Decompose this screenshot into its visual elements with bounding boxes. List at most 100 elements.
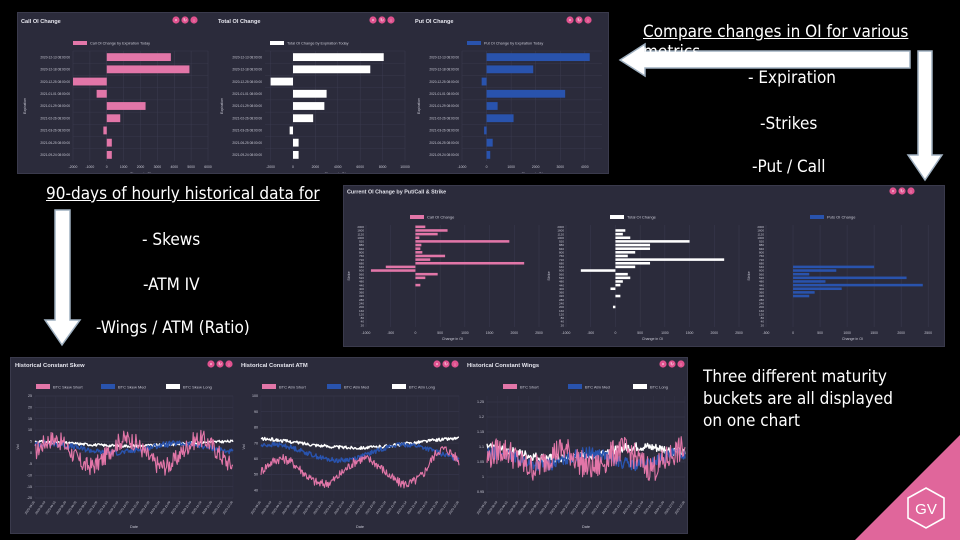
y-tick-label: 2021-06-25 08:00:00: [40, 141, 70, 145]
hist-1-tool-2-icon[interactable]: [451, 360, 459, 368]
y-tick-label: 2021-09-24 08:00:00: [429, 153, 459, 157]
legend-swatch: [633, 384, 647, 389]
y-tick-label: 40: [361, 320, 365, 324]
bar: [415, 283, 421, 287]
y-tick-label: 2021-01-01 08:00:00: [40, 92, 70, 96]
x-axis-label: Change in OI: [842, 337, 863, 341]
y-tick-label: 360: [559, 291, 564, 295]
hist-1-tool-1-icon[interactable]: [442, 360, 450, 368]
bar: [610, 287, 616, 291]
bar: [73, 77, 107, 86]
y-tick-label: 400: [559, 287, 564, 291]
strike-panel: Current OI Change by Put/Call & Strike ⌕ ↻…: [343, 185, 945, 347]
legend-label: BTC Atm Med: [344, 385, 369, 390]
oi-2-tool-2-icon[interactable]: [584, 16, 592, 24]
hist-2-tool-2-icon[interactable]: [677, 360, 685, 368]
bar: [415, 225, 426, 229]
y-axis-label: Vol: [242, 444, 246, 449]
chart-title: Historical Constant ATM: [241, 363, 308, 369]
y-tick-label: 2021-01-29 08:00:00: [429, 104, 459, 108]
oi-chart-0: Call OI Change ⌕ ↻ ↓ Call OI Change by Expir…: [21, 16, 212, 173]
oi-0-tool-0-icon[interactable]: [172, 16, 180, 24]
oi-0-tool-2-icon[interactable]: [190, 16, 198, 24]
x-tick-label: 2000: [532, 165, 540, 169]
y-tick-label: 240: [559, 302, 564, 306]
y-tick-label: 560: [759, 272, 764, 276]
oi-1-tool-2-icon[interactable]: [387, 16, 395, 24]
y-axis-label: Vol: [16, 444, 20, 449]
bar: [486, 53, 590, 62]
y-tick-label: 2021-01-01 08:00:00: [429, 92, 459, 96]
x-tick-label: 4000: [581, 165, 589, 169]
oi-0-tool-1-icon[interactable]: [181, 16, 189, 24]
y-tick-label: 2020-12-13 08:00:00: [40, 55, 70, 59]
y-tick-label: 2021-01-01 08:00:00: [232, 92, 262, 96]
y-tick-label: 440: [759, 283, 764, 287]
x-tick-label: 0: [106, 165, 108, 169]
y-tick-label: 80: [254, 426, 258, 430]
hist-1-tool-0-icon[interactable]: [433, 360, 441, 368]
y-tick-label: 680: [759, 261, 764, 265]
hist-1-tool-glyph: ↻: [444, 362, 448, 367]
oi-2-tool-1-icon[interactable]: [575, 16, 583, 24]
y-tick-label: 400: [359, 287, 364, 291]
x-tick-label: -500: [387, 331, 394, 335]
x-tick-label: -500: [587, 331, 594, 335]
y-tick-label: 0.95: [477, 490, 484, 494]
y-tick-label: 760: [359, 254, 364, 258]
y-tick-label: 760: [559, 254, 564, 258]
bar: [615, 243, 651, 247]
y-tick-label: 2021-06-25 08:00:00: [232, 141, 262, 145]
y-tick-label: 80: [561, 316, 565, 320]
y-tick-label: 50: [254, 473, 258, 477]
legend-swatch: [810, 215, 824, 219]
hist-2-tool-1-icon[interactable]: [668, 360, 676, 368]
strike-tool-glyph: ↓: [910, 189, 912, 194]
y-tick-label: 800: [559, 251, 564, 255]
strike-chart-2: Puts OI Change -500 0 500 1000 1500 2000 2500 Ch…: [747, 215, 932, 342]
oi-1-tool-glyph: ⌕: [372, 18, 375, 23]
oi-2-tool-0-icon[interactable]: [566, 16, 574, 24]
bar: [415, 272, 438, 276]
legend-label: BTC Skew Short: [53, 385, 83, 390]
logo-triangle: [855, 435, 960, 540]
bar: [615, 276, 631, 280]
y-tick-label: 20: [361, 323, 365, 327]
y-tick-label: 880: [359, 243, 364, 247]
bar: [793, 265, 875, 269]
x-tick-label: 2000: [137, 165, 145, 169]
oi-change-charts: Call OI Change ⌕ ↻ ↓ Call OI Change by Expir…: [21, 16, 602, 173]
y-tick-label: 280: [759, 298, 764, 302]
hist-2-tool-0-icon[interactable]: [659, 360, 667, 368]
x-tick-label: -1000: [562, 331, 571, 335]
oi-1-tool-0-icon[interactable]: [369, 16, 377, 24]
y-tick-label: 1: [482, 475, 484, 479]
y-tick-label: 520: [559, 276, 564, 280]
right-text: Three different maturity buckets are all…: [703, 367, 894, 431]
y-tick-label: 880: [759, 243, 764, 247]
oi-1-tool-1-icon[interactable]: [378, 16, 386, 24]
strike-tool-1-icon[interactable]: [898, 187, 906, 195]
hist-0-tool-1-icon[interactable]: [216, 360, 224, 368]
y-tick-label: 520: [759, 276, 764, 280]
series-line-0: [260, 446, 460, 489]
legend-label: Call OI Change by Expiration Today: [90, 42, 150, 46]
hist-0-tool-0-icon[interactable]: [207, 360, 215, 368]
y-tick-label: 160: [759, 309, 764, 313]
x-tick-label: 4000: [334, 165, 342, 169]
y-tick-label: 100: [252, 394, 258, 398]
y-axis-label: Strike: [347, 271, 351, 280]
hist-0-tool-2-icon[interactable]: [225, 360, 233, 368]
bar: [615, 251, 636, 254]
y-tick-label: 5: [30, 440, 32, 444]
y-tick-label: 25: [28, 394, 32, 398]
x-axis-label: Date: [356, 525, 364, 529]
strike-tool-0-icon[interactable]: [889, 187, 897, 195]
strike-tool-2-icon[interactable]: [907, 187, 915, 195]
y-tick-label: 2020-12-25 08:00:00: [40, 80, 70, 84]
x-tick-label: 2500: [535, 331, 543, 335]
oi-2-tool-glyph: ⌕: [569, 18, 572, 23]
x-tick-label: 5000: [187, 165, 195, 169]
bar: [793, 280, 826, 283]
oi-0-tool-glyph: ↻: [183, 18, 187, 23]
